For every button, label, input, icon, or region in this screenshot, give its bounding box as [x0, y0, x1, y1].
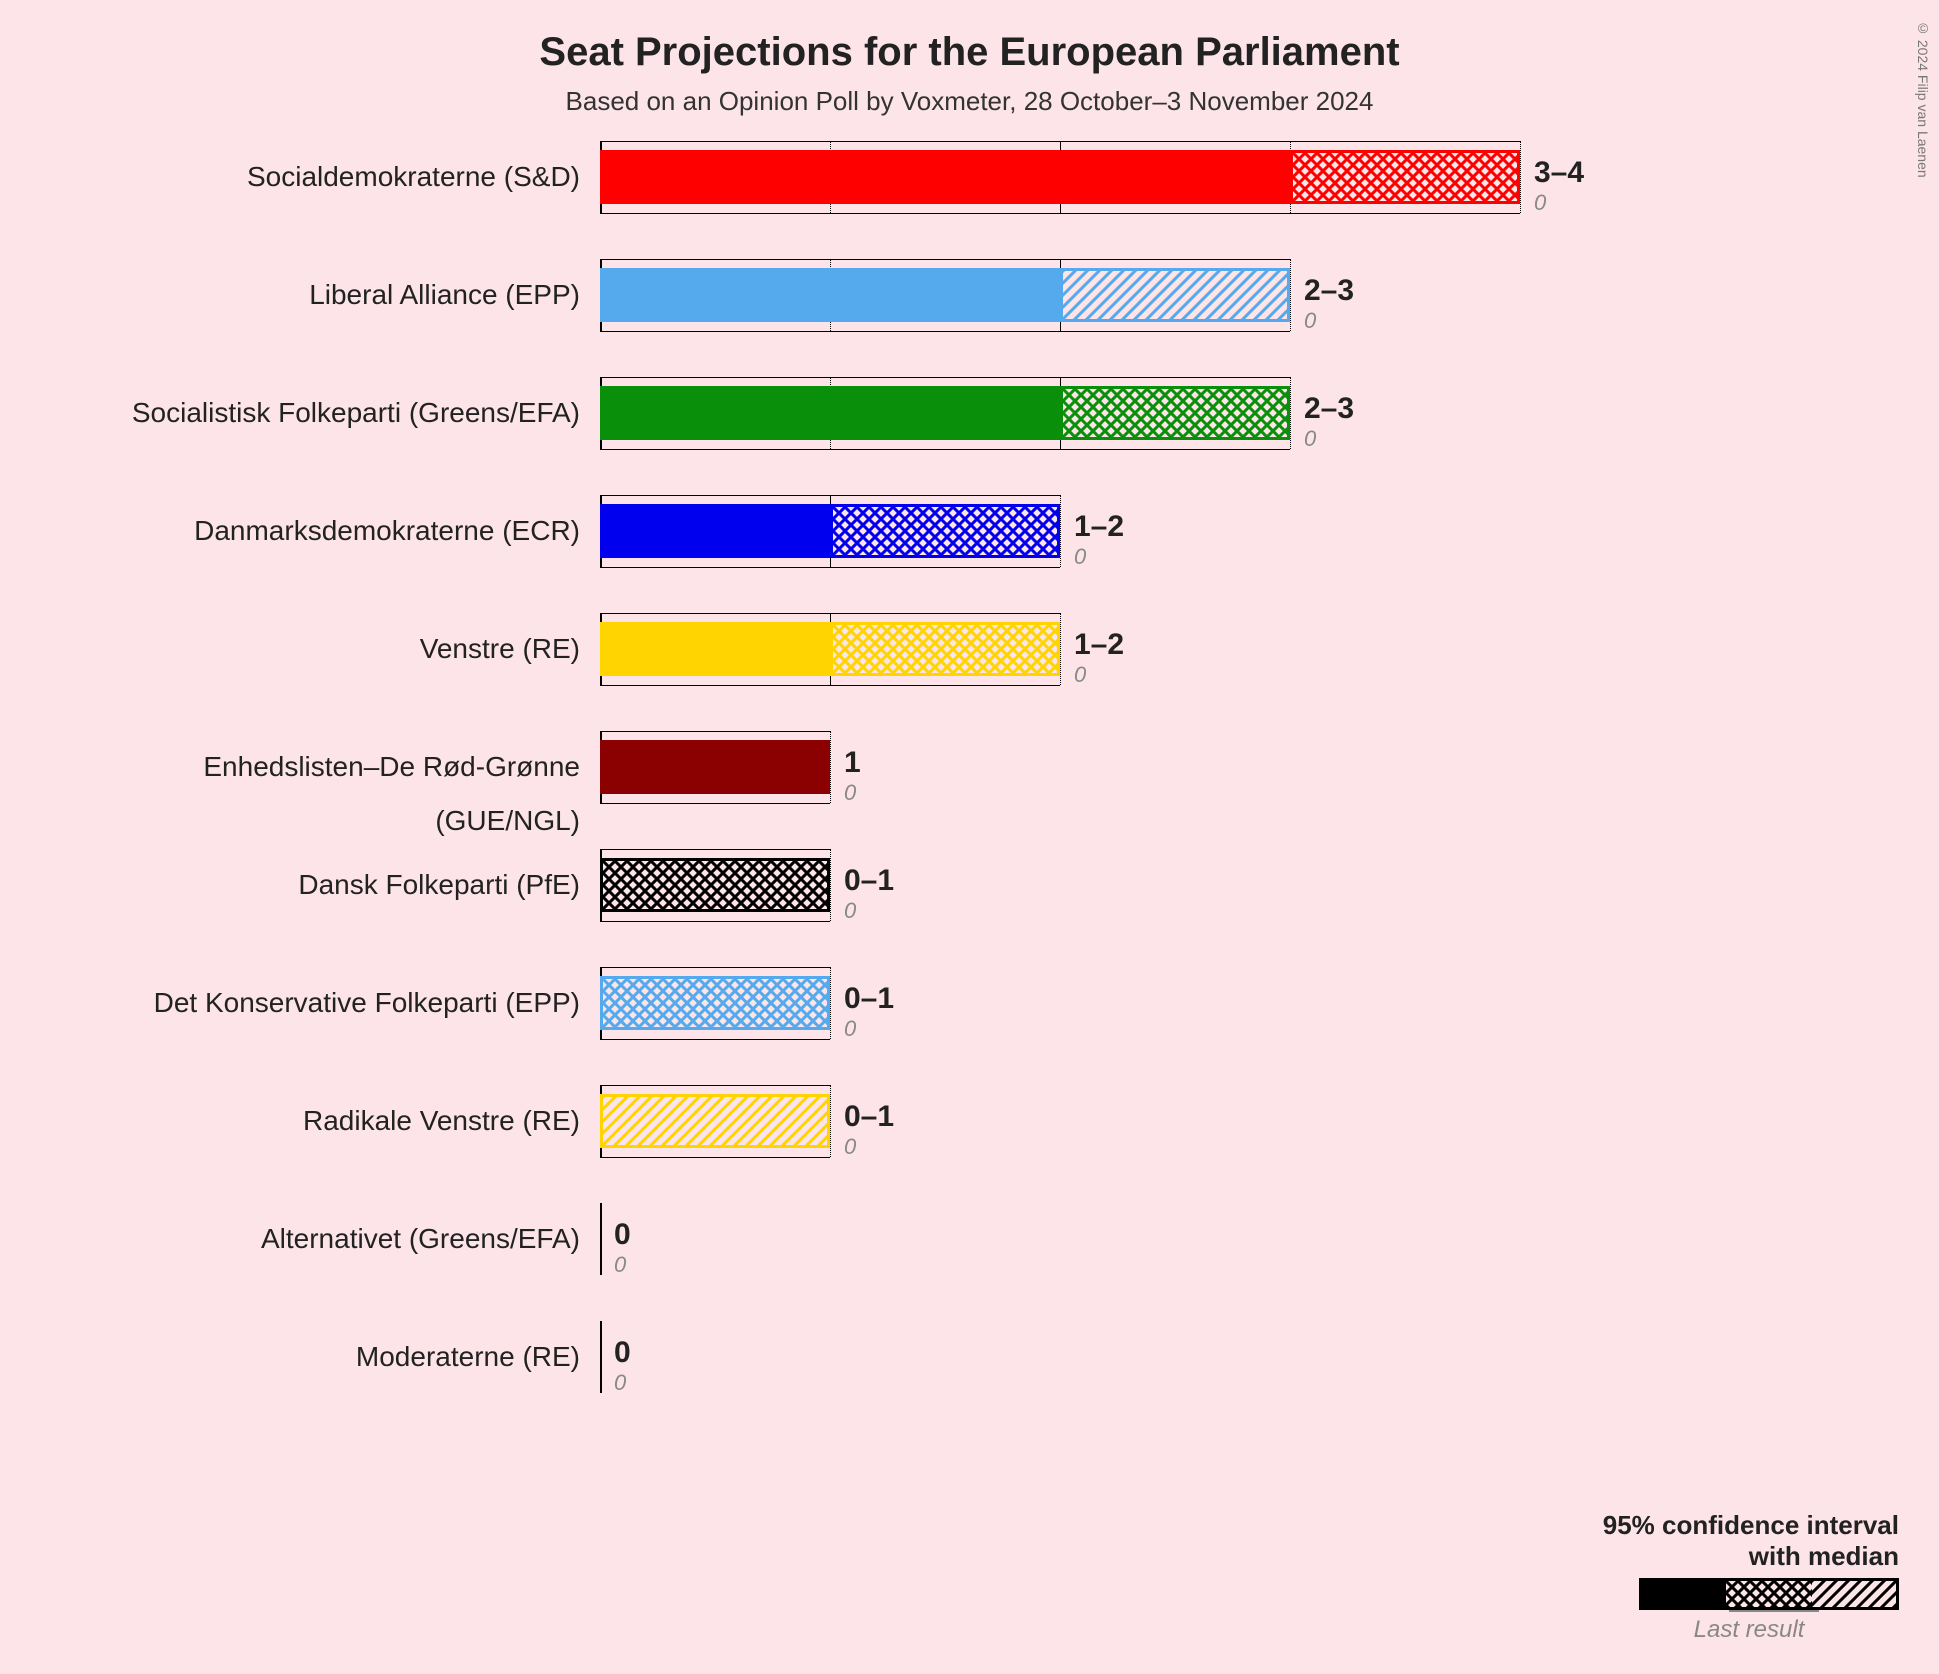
bar-hatch	[830, 622, 1060, 676]
bar-solid	[600, 504, 830, 558]
seat-last: 0	[1304, 426, 1316, 452]
bar-solid	[600, 740, 830, 794]
party-row: Enhedslisten–De Rød-Grønne (GUE/NGL) 10	[60, 740, 1880, 858]
legend: 95% confidence interval with median Last…	[1599, 1510, 1899, 1644]
seat-last: 0	[614, 1370, 626, 1396]
seat-last: 0	[844, 898, 856, 924]
party-row: Socialistisk Folkeparti (Greens/EFA) 2–30	[60, 386, 1880, 504]
seat-last: 0	[1074, 662, 1086, 688]
seat-value: 1–2	[1074, 510, 1124, 544]
seat-last: 0	[1074, 544, 1086, 570]
bar-hatch	[600, 858, 830, 912]
chart-subtitle: Based on an Opinion Poll by Voxmeter, 28…	[0, 86, 1939, 117]
party-label: Socialdemokraterne (S&D)	[60, 150, 580, 204]
seat-last: 0	[1534, 190, 1546, 216]
seat-last: 0	[844, 1016, 856, 1042]
seat-last: 0	[614, 1252, 626, 1278]
seat-last: 0	[1304, 308, 1316, 334]
seat-value: 3–4	[1534, 156, 1584, 190]
seat-value: 1	[844, 746, 861, 780]
party-row: Socialdemokraterne (S&D) 3–40	[60, 150, 1880, 268]
party-label: Moderaterne (RE)	[60, 1330, 580, 1384]
seat-value: 0	[614, 1218, 631, 1252]
seat-value: 0–1	[844, 864, 894, 898]
legend-last-line	[1729, 1610, 1819, 1612]
party-label: Alternativet (Greens/EFA)	[60, 1212, 580, 1266]
party-label: Radikale Venstre (RE)	[60, 1094, 580, 1148]
bar-solid	[600, 268, 1060, 322]
party-row: Alternativet (Greens/EFA) 00	[60, 1212, 1880, 1330]
bar-hatch	[1060, 268, 1290, 322]
bar-hatch	[1060, 386, 1290, 440]
bar-hatch	[600, 1094, 830, 1148]
chart-title: Seat Projections for the European Parlia…	[0, 30, 1939, 75]
party-label: Dansk Folkeparti (PfE)	[60, 858, 580, 912]
party-label: Liberal Alliance (EPP)	[60, 268, 580, 322]
legend-line2: with median	[1599, 1541, 1899, 1572]
seat-last: 0	[844, 1134, 856, 1160]
party-label: Venstre (RE)	[60, 622, 580, 676]
bar-solid	[600, 622, 830, 676]
copyright-text: © 2024 Filip van Laenen	[1915, 20, 1931, 178]
seat-projection-chart: Socialdemokraterne (S&D)3–40Liberal Alli…	[60, 150, 1880, 1650]
party-label: Det Konservative Folkeparti (EPP)	[60, 976, 580, 1030]
legend-last-label: Last result	[1599, 1616, 1899, 1644]
seat-value: 0	[614, 1336, 631, 1370]
page: Seat Projections for the European Parlia…	[0, 0, 1939, 1674]
party-row: Moderaterne (RE) 00	[60, 1330, 1880, 1448]
party-row: Danmarksdemokraterne (ECR) 1–20	[60, 504, 1880, 622]
bar-hatch	[830, 504, 1060, 558]
party-label: Danmarksdemokraterne (ECR)	[60, 504, 580, 558]
seat-value: 2–3	[1304, 392, 1354, 426]
seat-last: 0	[844, 780, 856, 806]
legend-line1: 95% confidence interval	[1599, 1510, 1899, 1541]
party-row: Liberal Alliance (EPP) 2–30	[60, 268, 1880, 386]
party-label: Enhedslisten–De Rød-Grønne (GUE/NGL)	[60, 740, 580, 794]
party-row: Det Konservative Folkeparti (EPP) 0–10	[60, 976, 1880, 1094]
seat-value: 1–2	[1074, 628, 1124, 662]
bar-hatch	[1290, 150, 1520, 204]
party-row: Radikale Venstre (RE) 0–10	[60, 1094, 1880, 1212]
legend-bar	[1639, 1578, 1899, 1610]
party-row: Dansk Folkeparti (PfE) 0–10	[60, 858, 1880, 976]
bar-solid	[600, 386, 1060, 440]
seat-value: 2–3	[1304, 274, 1354, 308]
bar-hatch	[600, 976, 830, 1030]
bar-solid	[600, 150, 1290, 204]
party-row: Venstre (RE) 1–20	[60, 622, 1880, 740]
seat-value: 0–1	[844, 982, 894, 1016]
seat-value: 0–1	[844, 1100, 894, 1134]
party-label: Socialistisk Folkeparti (Greens/EFA)	[60, 386, 580, 440]
